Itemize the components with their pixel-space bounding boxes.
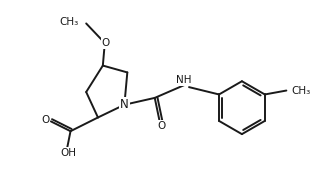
Text: CH₃: CH₃ — [59, 17, 78, 27]
Text: NH: NH — [177, 75, 192, 85]
Text: OH: OH — [60, 148, 77, 158]
Text: O: O — [41, 115, 49, 125]
Text: N: N — [120, 98, 129, 111]
Text: O: O — [157, 121, 166, 131]
Text: CH₃: CH₃ — [291, 85, 310, 95]
Text: O: O — [102, 38, 110, 48]
